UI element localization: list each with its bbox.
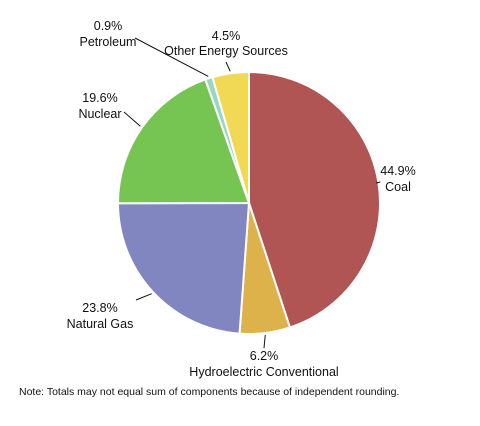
pie-slice-natural-gas (116, 201, 251, 335)
pie-slice-other-energy-sources (211, 70, 250, 204)
slice-value-label-coal: 44.9% (380, 164, 415, 178)
slice-category-label-nuclear: Nuclear (78, 107, 121, 121)
slice-value-label-nuclear: 19.6% (82, 91, 117, 105)
slice-category-label-other-energy-sources: Other Energy Sources (164, 44, 288, 58)
leader-line-petroleum (134, 37, 209, 77)
leader-lines-layer (123, 37, 381, 349)
slice-category-label-petroleum: Petroleum (80, 35, 137, 49)
leader-line-other-energy-sources (225, 61, 231, 72)
footnote: Note: Totals may not equal sum of compon… (19, 386, 400, 398)
leader-line-coal (375, 181, 381, 184)
slice-category-label-natural-gas: Natural Gas (67, 317, 134, 331)
slice-value-label-hydroelectric-conventional: 6.2% (250, 349, 279, 363)
slice-value-label-natural-gas: 23.8% (82, 301, 117, 315)
slice-category-label-hydroelectric-conventional: Hydroelectric Conventional (189, 365, 338, 379)
slice-value-label-other-energy-sources: 4.5% (212, 29, 241, 43)
leader-line-nuclear (123, 111, 141, 127)
slice-value-label-petroleum: 0.9% (94, 19, 123, 33)
labels-layer: 44.9% Coal 6.2% Hydroelectric Conventional 2… (67, 19, 416, 379)
slices-layer (116, 70, 381, 335)
leader-line-natural-gas (135, 293, 152, 301)
leader-line-hydroelectric-conventional (263, 334, 266, 349)
slice-category-label-coal: Coal (385, 180, 411, 194)
